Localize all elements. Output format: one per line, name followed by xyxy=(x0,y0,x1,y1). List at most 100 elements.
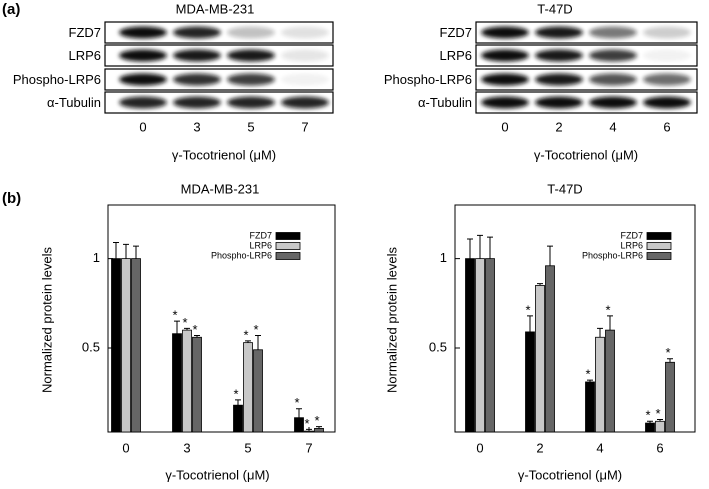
blot-band xyxy=(173,96,221,109)
error-bar xyxy=(316,426,322,429)
bar xyxy=(525,331,535,433)
blot-lane-label: 6 xyxy=(663,119,670,134)
bar xyxy=(485,258,495,433)
bar xyxy=(655,420,665,433)
error-bar xyxy=(306,428,312,432)
legend-swatch xyxy=(646,242,672,250)
blot-band xyxy=(173,26,221,39)
blot-band xyxy=(281,96,329,109)
bar xyxy=(665,361,675,433)
legend-swatch xyxy=(275,252,301,260)
bar xyxy=(304,430,314,433)
blot-band xyxy=(481,49,529,62)
blot-band xyxy=(535,49,583,62)
bar xyxy=(131,258,141,433)
chart-title: MDA-MB-231 xyxy=(181,181,260,196)
significance-label: * xyxy=(182,315,187,330)
significance-label: * xyxy=(304,416,309,431)
error-bar xyxy=(194,334,200,338)
bar xyxy=(253,349,263,433)
error-bar xyxy=(547,245,553,266)
bar xyxy=(182,329,192,433)
blot-row-label: Phospho-LRP6 xyxy=(384,72,472,87)
blot-band xyxy=(119,49,167,62)
blot-row-label: FZD7 xyxy=(440,25,473,40)
legend-label: Phospho-LRP6 xyxy=(582,250,643,260)
error-bar xyxy=(527,315,533,332)
blot-band xyxy=(643,49,691,62)
blot-band xyxy=(227,96,275,109)
blot-frame xyxy=(475,21,698,44)
error-bar xyxy=(123,243,129,259)
error-bar xyxy=(647,420,653,424)
legend-label: LRP6 xyxy=(249,240,272,250)
legend-swatch xyxy=(275,242,301,250)
x-axis-label: γ-Tocotrienol (μM) xyxy=(165,467,269,482)
blot-band xyxy=(119,73,167,86)
panel-label: (a) xyxy=(2,1,20,18)
y-axis-label: Normalized protein levels xyxy=(384,247,399,393)
error-bar xyxy=(255,334,261,350)
blot-lane-label: 2 xyxy=(555,119,562,134)
y-tick-label: 1 xyxy=(440,250,447,265)
legend-label: FZD7 xyxy=(621,230,644,240)
y-axis-label: Normalized protein levels xyxy=(39,247,54,393)
blot-band xyxy=(589,26,637,39)
x-tick-label: 2 xyxy=(536,440,543,455)
y-tick-label: 0.5 xyxy=(429,339,447,354)
bar xyxy=(645,422,655,433)
blot-lane-label: 3 xyxy=(193,119,200,134)
x-tick-label: 6 xyxy=(656,440,663,455)
panel-label: (b) xyxy=(2,190,21,207)
blot-xlabel: γ-Tocotrienol (μM) xyxy=(534,147,638,162)
blot-row-label: FZD7 xyxy=(69,25,102,40)
x-axis-label: γ-Tocotrienol (μM) xyxy=(518,467,622,482)
legend-label: LRP6 xyxy=(620,240,643,250)
blot-row-label: LRP6 xyxy=(68,48,101,63)
bar xyxy=(294,417,304,433)
error-bar xyxy=(537,283,543,286)
blot-band xyxy=(535,73,583,86)
blot-band xyxy=(535,26,583,39)
bar xyxy=(475,258,485,433)
error-bar xyxy=(174,320,180,334)
blot-lane-label: 4 xyxy=(609,119,616,134)
blot-band xyxy=(281,26,329,39)
y-tick-label: 1 xyxy=(93,250,100,265)
bar xyxy=(121,258,131,433)
blot-lane-label: 7 xyxy=(301,119,308,134)
blot-band xyxy=(281,73,329,86)
significance-label: * xyxy=(605,302,610,317)
blot-band xyxy=(227,49,275,62)
blot-band xyxy=(173,73,221,86)
blot-band xyxy=(481,73,529,86)
bar xyxy=(535,285,545,433)
blot-band xyxy=(643,73,691,86)
plot-frame xyxy=(454,204,696,433)
bar xyxy=(192,336,202,433)
blot-lane-label: 5 xyxy=(247,119,254,134)
blot-band xyxy=(589,49,637,62)
blot-band xyxy=(589,73,637,86)
blot-row-label: α-Tubulin xyxy=(418,95,472,110)
blot-band xyxy=(119,96,167,109)
error-bar xyxy=(133,245,139,259)
legend-label: FZD7 xyxy=(250,230,273,240)
legend-label: Phospho-LRP6 xyxy=(211,250,272,260)
blot-frame xyxy=(475,91,698,114)
blot-band xyxy=(227,26,275,39)
error-bar xyxy=(245,340,251,343)
x-tick-label: 7 xyxy=(305,440,312,455)
x-tick-label: 0 xyxy=(122,440,129,455)
bar xyxy=(595,336,605,433)
blot-band xyxy=(481,96,529,109)
blot-band xyxy=(227,73,275,86)
blot-band xyxy=(119,26,167,39)
blot-frame xyxy=(475,68,698,91)
significance-label: * xyxy=(253,322,258,337)
y-tick-label: 0.5 xyxy=(82,339,100,354)
blot-band xyxy=(643,26,691,39)
plot-frame xyxy=(107,204,336,433)
blot-band xyxy=(535,96,583,109)
